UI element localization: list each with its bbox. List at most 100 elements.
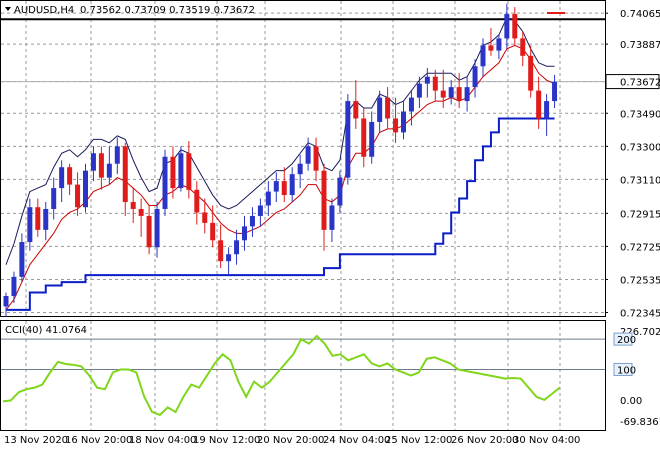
cci-plot xyxy=(1,334,605,417)
x-tick-label: 19 Nov 12:00 xyxy=(193,435,260,446)
candle xyxy=(281,167,287,203)
candle xyxy=(297,155,303,189)
candle xyxy=(265,181,271,216)
candle xyxy=(90,146,96,182)
candle-body xyxy=(249,215,255,227)
candle xyxy=(520,31,526,67)
candle xyxy=(401,101,406,140)
candle-body xyxy=(464,87,470,102)
candle-body xyxy=(75,184,81,208)
candle xyxy=(51,177,57,220)
candle-body xyxy=(401,111,406,133)
candle xyxy=(424,68,430,98)
candle xyxy=(464,76,470,112)
candle-body xyxy=(432,76,438,91)
candle-body xyxy=(393,118,399,133)
candle xyxy=(3,292,9,317)
candle-body xyxy=(218,240,224,262)
y-tick-label: 0.72535 xyxy=(620,275,660,286)
candle-body xyxy=(59,167,65,189)
dropdown-triangle-icon[interactable] xyxy=(5,7,11,11)
candle-body xyxy=(210,222,216,241)
candle-body xyxy=(361,118,367,157)
candle xyxy=(329,198,335,243)
candle-body xyxy=(19,242,25,277)
candle-body xyxy=(337,177,343,206)
candle-body xyxy=(178,153,184,189)
candle xyxy=(353,80,359,129)
candle xyxy=(393,97,399,143)
candle xyxy=(122,142,128,216)
candle-body xyxy=(353,101,359,119)
y-tick-label: 0.72915 xyxy=(620,209,660,220)
candle-body xyxy=(226,254,232,262)
y-tick-label: 0.72725 xyxy=(620,242,660,253)
candle xyxy=(504,3,510,49)
candle-body xyxy=(424,76,430,84)
candle xyxy=(202,198,208,234)
candle xyxy=(480,38,486,77)
candle xyxy=(528,45,534,98)
candle-body xyxy=(544,101,550,119)
y-tick-label: 0.72345 xyxy=(620,309,660,320)
price-tag-text: 0.73672 xyxy=(620,78,660,89)
y-tick-label: 0.73110 xyxy=(620,175,660,186)
candle xyxy=(106,146,112,185)
candle-body xyxy=(130,202,136,209)
candle-body xyxy=(345,101,351,178)
candle xyxy=(552,74,558,109)
candle-body xyxy=(234,240,240,255)
candle-body xyxy=(520,38,526,56)
candle-body xyxy=(377,97,383,122)
candle xyxy=(194,181,200,225)
candle xyxy=(67,163,73,196)
candle xyxy=(440,69,446,109)
candle xyxy=(83,163,88,213)
candle-body xyxy=(369,121,375,157)
candle-body xyxy=(456,87,462,102)
candle xyxy=(408,90,414,126)
candle xyxy=(178,146,184,192)
candle-body xyxy=(321,170,327,230)
candle-body xyxy=(170,156,176,189)
cci-tick-label: 226.7027 xyxy=(620,327,660,338)
candle-body xyxy=(265,191,271,206)
candle xyxy=(43,202,49,241)
y-tick-label: 0.73490 xyxy=(620,109,660,120)
candle xyxy=(130,188,136,223)
candle-body xyxy=(528,55,534,91)
candle-body xyxy=(440,90,446,98)
candle-body xyxy=(3,295,9,307)
candle-body xyxy=(536,90,542,119)
x-tick-label: 25 Nov 12:00 xyxy=(385,435,452,446)
candle-body xyxy=(114,146,120,164)
candle xyxy=(154,202,160,258)
candle-body xyxy=(281,181,287,196)
candle-body xyxy=(27,207,33,243)
candle-body xyxy=(480,45,486,67)
candle-body xyxy=(90,153,96,171)
candle xyxy=(186,141,192,199)
y-tick-label: 0.74065 xyxy=(620,9,660,20)
candle-body xyxy=(43,208,49,230)
candle xyxy=(377,90,383,133)
candle-body xyxy=(512,14,518,39)
lower-envelope-line xyxy=(5,44,555,311)
candle xyxy=(496,34,502,60)
candle xyxy=(385,87,391,129)
candle-body xyxy=(257,205,263,216)
candle xyxy=(218,224,224,269)
upper-envelope-line xyxy=(5,16,555,265)
candle-body xyxy=(138,208,144,216)
y-tick-label: 0.73887 xyxy=(620,40,660,51)
cci-tick-label: 100 xyxy=(617,365,636,376)
candle-body xyxy=(106,163,112,178)
cci-level-box xyxy=(613,362,633,376)
candle xyxy=(273,172,279,203)
candle xyxy=(35,198,41,237)
candle xyxy=(59,160,65,203)
candle-body xyxy=(273,181,279,192)
candle xyxy=(345,94,351,185)
x-tick-label: 18 Nov 04:00 xyxy=(129,435,196,446)
